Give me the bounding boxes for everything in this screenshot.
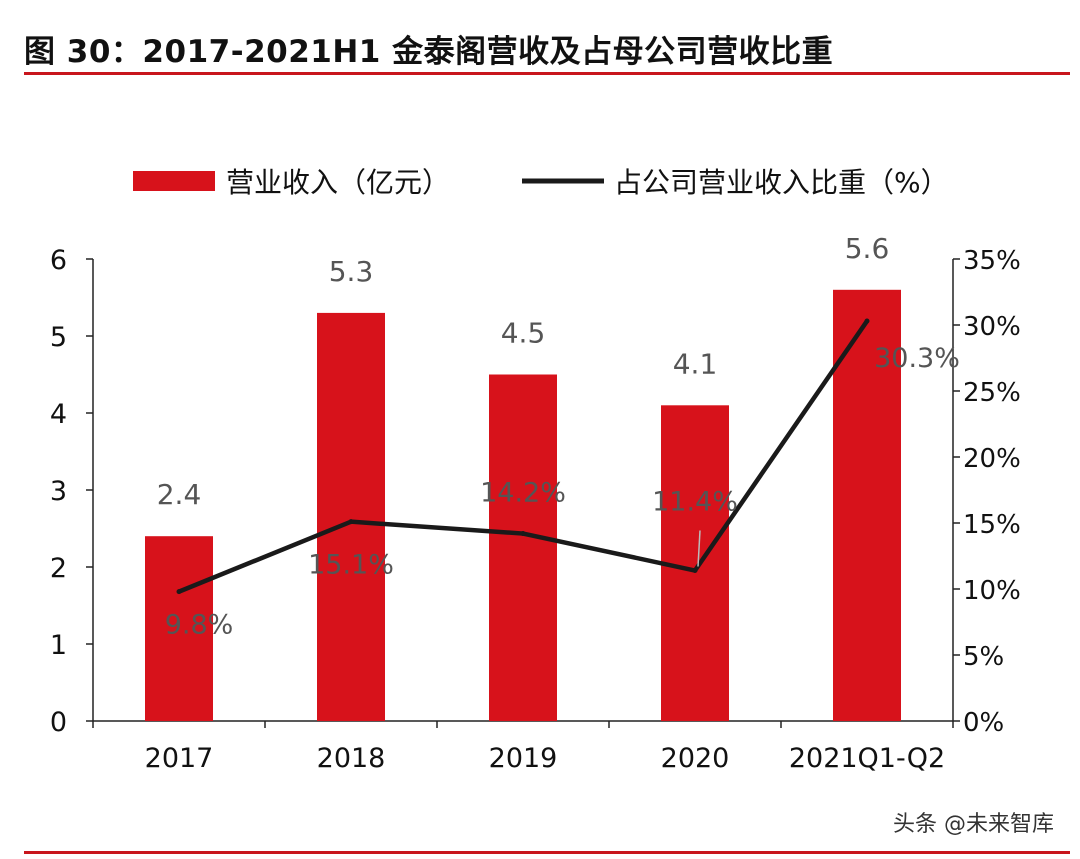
line-point: [864, 318, 870, 324]
bar-value-label: 5.3: [329, 255, 374, 288]
y-left-tick-label: 5: [50, 322, 67, 353]
y-left-tick-label: 3: [50, 476, 67, 507]
bar-series: [145, 289, 901, 721]
line-point: [348, 519, 354, 525]
y-right-tick-label: 5%: [963, 642, 1004, 672]
bar: [833, 289, 901, 721]
line-point: [692, 568, 698, 574]
y-left-tick-label: 4: [50, 399, 67, 430]
y-right-tick-label: 25%: [963, 378, 1021, 408]
axes: 0 1 2 3 4 5 6 0% 5% 10% 15% 20% 25% 30% 35%: [50, 245, 1021, 738]
y-right-tick-label: 35%: [963, 246, 1021, 276]
watermark: 头条 @未来智库: [893, 806, 1054, 838]
title-divider: [24, 72, 1070, 75]
line-point: [176, 589, 182, 595]
legend-label-bar: 营业收入（亿元）: [226, 166, 450, 199]
y-left-tick-label: 2: [50, 553, 67, 584]
y-right-tick-label: 0%: [963, 708, 1004, 738]
x-tick-label: 2017: [145, 743, 214, 774]
x-tick-label: 2019: [489, 743, 558, 774]
bar-value-label: 5.6: [845, 232, 890, 265]
legend-label-line: 占公司营业收入比重（%）: [614, 166, 949, 199]
bar: [317, 312, 385, 721]
y-right-tick-label: 15%: [963, 510, 1021, 540]
bar-value-label: 2.4: [157, 478, 202, 511]
legend: 营业收入（亿元） 占公司营业收入比重（%）: [133, 166, 949, 199]
y-left-tick-label: 0: [50, 707, 67, 738]
bar: [145, 536, 213, 721]
x-axis-tick-labels: 2017 2018 2019 2020 2021Q1-Q2: [145, 743, 946, 774]
line-value-label: 11.4%: [652, 487, 738, 518]
x-tick-label: 2021Q1-Q2: [789, 743, 945, 774]
bar-value-label: 4.1: [673, 347, 718, 380]
bar-value-label: 4.5: [501, 317, 546, 350]
x-tick-label: 2020: [661, 743, 730, 774]
legend-swatch-bar: [133, 171, 215, 191]
line-value-label: 9.8%: [165, 610, 234, 641]
bottom-divider: [24, 851, 1070, 854]
line-point: [520, 531, 526, 537]
line-series: [176, 318, 870, 595]
label-leader-line: [697, 530, 701, 567]
line-value-label: 15.1%: [308, 550, 394, 581]
chart-title: 图 30：2017-2021H1 金泰阁营收及占母公司营收比重: [24, 34, 834, 70]
watermark-text: 头条 @未来智库: [893, 812, 1054, 837]
y-left-tick-label: 6: [50, 245, 67, 276]
y-right-tick-label: 20%: [963, 444, 1021, 474]
x-tick-label: 2018: [317, 743, 386, 774]
y-right-tick-label: 10%: [963, 576, 1021, 606]
bar-value-labels: 2.4 5.3 4.5 4.1 5.6: [157, 232, 890, 511]
bar: [489, 374, 557, 721]
y-left-tick-label: 1: [50, 630, 67, 661]
line-value-labels: 9.8% 15.1% 14.2% 11.4% 30.3%: [165, 343, 960, 641]
bar: [661, 405, 729, 721]
line-value-label: 30.3%: [874, 343, 960, 374]
line-value-label: 14.2%: [480, 478, 566, 509]
y-right-tick-label: 30%: [963, 312, 1021, 342]
